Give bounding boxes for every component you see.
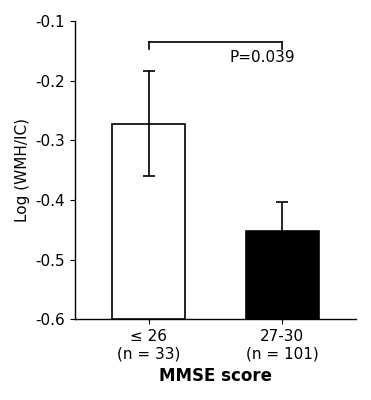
Text: P=0.039: P=0.039 [230,50,295,65]
X-axis label: MMSE score: MMSE score [159,367,272,385]
Y-axis label: Log (WMH/IC): Log (WMH/IC) [15,118,30,222]
Bar [246,231,319,319]
Bar [112,124,186,319]
